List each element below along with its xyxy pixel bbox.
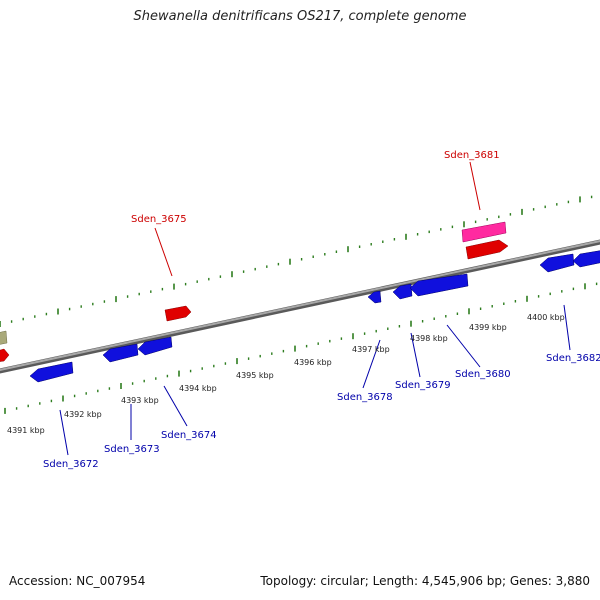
kbp-label: 4394 kbp [179, 384, 217, 393]
gene-sden-3679[interactable] [392, 283, 413, 300]
kbp-label: 4400 kbp [527, 313, 565, 322]
gene-sden-3680[interactable] [409, 273, 469, 297]
gene-left-red[interactable] [0, 348, 10, 362]
gene-label-sden-3672[interactable]: Sden_3672 [43, 459, 99, 470]
kbp-label: 4396 kbp [294, 358, 332, 367]
upper-tick-track [0, 195, 593, 327]
kbp-label: 4392 kbp [64, 410, 102, 419]
gene-sden-3682-b[interactable] [572, 250, 600, 268]
gene-sden-3674[interactable] [137, 336, 173, 356]
gene-labels: Sden_3675 Sden_3681 Sden_3672 Sden_3673 … [43, 150, 600, 470]
gene-sden-3675[interactable] [164, 305, 192, 322]
leader-lines [59, 161, 571, 456]
gene-label-sden-3679[interactable]: Sden_3679 [395, 380, 451, 391]
gene-sden-3681-pink[interactable] [461, 221, 507, 243]
gene-sden-3682-a[interactable] [539, 253, 575, 273]
kbp-label: 4395 kbp [236, 371, 274, 380]
gene-label-sden-3674[interactable]: Sden_3674 [161, 430, 217, 441]
kbp-label: 4393 kbp [121, 396, 159, 405]
lower-tick-track [4, 282, 598, 414]
gene-sden-3672[interactable] [29, 361, 74, 383]
gene-sden-3678[interactable] [367, 290, 382, 304]
gene-label-sden-3673[interactable]: Sden_3673 [104, 444, 160, 455]
kbp-label: 4398 kbp [410, 334, 448, 343]
gene-label-sden-3678[interactable]: Sden_3678 [337, 392, 393, 403]
gene-sden-3673[interactable] [102, 343, 139, 363]
gene-label-sden-3682[interactable]: Sden_3682 [546, 353, 600, 364]
reverse-genes [29, 250, 600, 383]
gene-label-sden-3681[interactable]: Sden_3681 [444, 150, 500, 161]
genome-backbone [0, 239, 600, 374]
map-title: Shewanella denitrificans OS217, complete… [133, 9, 467, 24]
genome-summary-text: Topology: circular; Length: 4,545,906 bp… [260, 574, 590, 588]
gene-label-sden-3680[interactable]: Sden_3680 [455, 369, 511, 380]
accession-text: Accession: NC_007954 [9, 574, 146, 588]
forward-genes [0, 221, 509, 362]
kbp-label: 4391 kbp [7, 426, 45, 435]
gene-sden-3681-red[interactable] [465, 239, 509, 260]
gene-label-sden-3675[interactable]: Sden_3675 [131, 214, 187, 225]
kbp-label: 4399 kbp [469, 323, 507, 332]
kbp-scale-labels: 4391 kbp 4392 kbp 4393 kbp 4394 kbp 4395… [7, 313, 565, 435]
gene-left-olive[interactable] [0, 330, 8, 345]
kbp-label: 4397 kbp [352, 345, 390, 354]
